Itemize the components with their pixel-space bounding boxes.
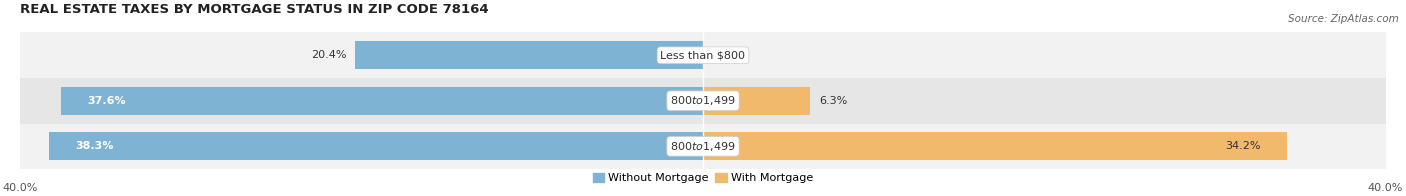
Bar	[21, 33, 1385, 78]
Bar	[62, 87, 703, 115]
Bar	[49, 132, 703, 160]
Text: 0.0%: 0.0%	[711, 50, 740, 60]
Bar	[703, 87, 810, 115]
Bar	[703, 132, 1286, 160]
Bar	[21, 78, 1385, 123]
Text: 38.3%: 38.3%	[75, 141, 114, 151]
Text: $800 to $1,499: $800 to $1,499	[671, 140, 735, 153]
Text: 34.2%: 34.2%	[1226, 141, 1261, 151]
Text: 6.3%: 6.3%	[820, 96, 848, 106]
Text: 37.6%: 37.6%	[87, 96, 125, 106]
Text: REAL ESTATE TAXES BY MORTGAGE STATUS IN ZIP CODE 78164: REAL ESTATE TAXES BY MORTGAGE STATUS IN …	[21, 3, 489, 16]
Bar	[354, 41, 703, 69]
Text: Source: ZipAtlas.com: Source: ZipAtlas.com	[1288, 14, 1399, 24]
Legend: Without Mortgage, With Mortgage: Without Mortgage, With Mortgage	[588, 169, 818, 188]
Text: $800 to $1,499: $800 to $1,499	[671, 94, 735, 107]
Bar	[21, 123, 1385, 169]
Text: Less than $800: Less than $800	[661, 50, 745, 60]
Text: 20.4%: 20.4%	[311, 50, 346, 60]
